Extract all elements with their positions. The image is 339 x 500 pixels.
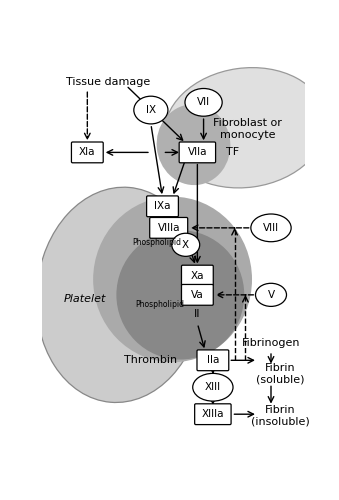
- FancyBboxPatch shape: [197, 350, 229, 370]
- Text: VII: VII: [197, 98, 210, 108]
- FancyBboxPatch shape: [150, 218, 188, 238]
- Text: Tissue damage: Tissue damage: [66, 76, 151, 86]
- Ellipse shape: [164, 68, 326, 188]
- FancyBboxPatch shape: [179, 142, 216, 163]
- Text: XIII: XIII: [205, 382, 221, 392]
- Text: II: II: [194, 309, 201, 319]
- Ellipse shape: [134, 96, 168, 124]
- Ellipse shape: [193, 374, 233, 401]
- Text: Phospholipid: Phospholipid: [133, 238, 182, 247]
- Ellipse shape: [116, 230, 244, 360]
- Text: IIa: IIa: [207, 356, 219, 366]
- FancyBboxPatch shape: [195, 404, 231, 424]
- Text: Thrombin: Thrombin: [124, 356, 177, 366]
- Ellipse shape: [251, 214, 291, 242]
- Text: Fibrin
(insoluble): Fibrin (insoluble): [251, 405, 310, 426]
- Text: V: V: [267, 290, 275, 300]
- FancyBboxPatch shape: [181, 284, 213, 305]
- Text: TF: TF: [226, 148, 239, 158]
- Ellipse shape: [172, 233, 200, 256]
- Text: XIa: XIa: [79, 148, 96, 158]
- Text: IXa: IXa: [154, 202, 171, 211]
- Text: Xa: Xa: [191, 270, 204, 280]
- FancyBboxPatch shape: [72, 142, 103, 163]
- FancyBboxPatch shape: [181, 265, 213, 286]
- Text: VIII: VIII: [263, 223, 279, 233]
- Text: Platelet: Platelet: [64, 294, 106, 304]
- Text: Fibrinogen: Fibrinogen: [242, 338, 300, 348]
- Text: VIIa: VIIa: [187, 148, 207, 158]
- Ellipse shape: [185, 88, 222, 116]
- Ellipse shape: [93, 196, 252, 362]
- Text: XIIIa: XIIIa: [202, 409, 224, 419]
- Text: X: X: [182, 240, 189, 250]
- Ellipse shape: [157, 104, 230, 185]
- FancyBboxPatch shape: [146, 196, 178, 216]
- Text: Fibroblast or
monocyte: Fibroblast or monocyte: [213, 118, 282, 140]
- Text: Va: Va: [191, 290, 204, 300]
- Text: Fibrin
(soluble): Fibrin (soluble): [256, 364, 304, 385]
- Text: IX: IX: [146, 105, 156, 115]
- Text: Phospholipid: Phospholipid: [136, 300, 185, 310]
- Ellipse shape: [36, 187, 203, 402]
- Ellipse shape: [256, 284, 286, 306]
- Text: VIIIa: VIIIa: [157, 223, 180, 233]
